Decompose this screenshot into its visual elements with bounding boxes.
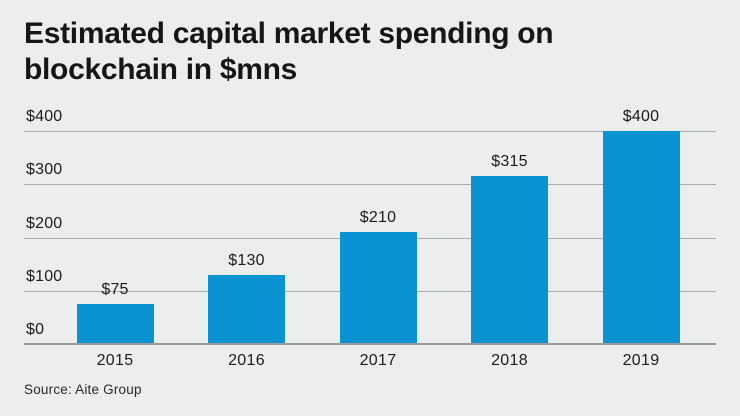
bar-value-label: $315 (491, 153, 528, 171)
y-tick-label: $400 (26, 108, 63, 125)
y-tick-label: $100 (26, 267, 63, 285)
bar-2017 (339, 232, 417, 344)
y-tick-label: $200 (26, 214, 63, 232)
bar-2019 (602, 131, 680, 344)
source-note: Source: Aite Group (24, 382, 142, 397)
x-axis-label: 2017 (359, 352, 397, 369)
y-tick-label: $0 (26, 321, 45, 338)
x-axis-label: 2019 (622, 352, 660, 369)
bar-2016 (208, 274, 285, 344)
chart-title: Estimated capital market spending on blo… (24, 17, 554, 86)
x-axis-baseline (24, 343, 716, 345)
bar-2018 (471, 176, 548, 344)
bar-2015 (76, 304, 154, 344)
y-tick-label: $300 (26, 161, 63, 179)
plot-area: $0 $100 $200 $300 $400 $75 2015 $130 2016 $210 201… (24, 108, 716, 369)
bar-value-label: $130 (228, 251, 265, 269)
x-axis-label: 2016 (228, 352, 265, 369)
bar-value-label: $75 (101, 281, 129, 299)
x-axis-label: 2015 (96, 352, 134, 369)
bar-value-label: $400 (622, 108, 660, 125)
bar-value-label: $210 (359, 209, 397, 227)
gridline (24, 131, 716, 132)
gridline (24, 184, 716, 186)
x-axis-label: 2018 (491, 352, 528, 369)
